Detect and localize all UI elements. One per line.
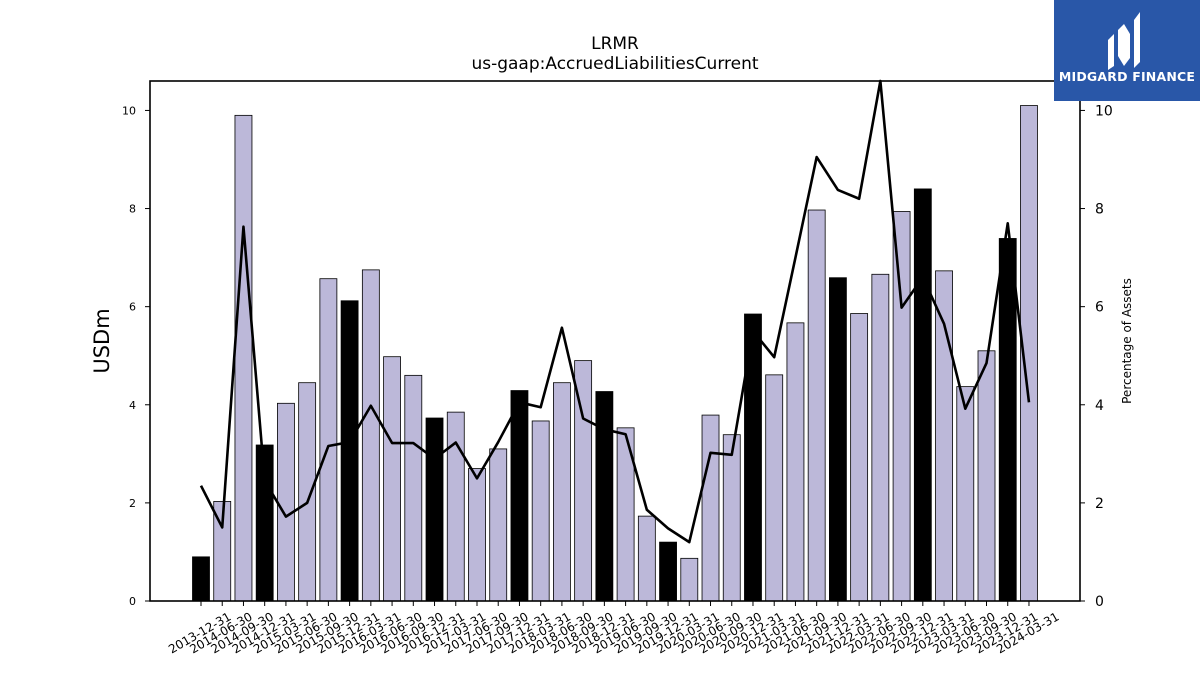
y2-axis-label: Percentage of Assets [1120,278,1134,404]
bar [850,313,869,602]
axes: 024681002468102013-12-312014-06-302014-0… [122,80,1113,656]
bar-series [192,105,1038,602]
bar [277,402,295,602]
bar [722,434,741,602]
bar [595,391,614,602]
y-tick-label: 0 [129,595,136,608]
y-tick-label: 4 [129,399,136,412]
bar [319,278,338,602]
bar [659,541,677,602]
bar [829,277,847,602]
plot-frame [149,80,1081,602]
bar [298,382,317,602]
bar [468,468,486,602]
y2-tick-label: 4 [1095,398,1104,414]
chart-title: LRMR [591,34,639,54]
bar [383,356,401,602]
bar [404,374,423,602]
bar [531,420,550,602]
y-tick-label: 6 [129,301,136,314]
bar [913,188,932,602]
bar [744,313,762,602]
bar [977,350,996,602]
bar [425,417,444,602]
bar [765,374,784,602]
bar [807,209,826,602]
bar [701,414,720,602]
bar [234,114,253,602]
bar [489,448,508,602]
bar [935,270,953,602]
bar [553,382,571,602]
y-tick-label: 8 [129,203,136,216]
bar [361,269,380,602]
bar [192,556,210,602]
brand-name: MIDGARD FINANCE [1058,69,1196,84]
bar [892,211,911,602]
y2-tick-label: 2 [1095,496,1104,512]
y2-tick-label: 10 [1095,103,1113,119]
y2-tick-label: 8 [1095,202,1104,218]
bar [786,322,805,602]
bar [510,390,529,602]
bar [680,557,699,602]
chart-subtitle: us-gaap:AccruedLiabilitiesCurrent [471,54,758,74]
bar [871,273,890,602]
series-line [199,79,1031,544]
line-series [199,79,1031,544]
midgard-logo-icon [1054,0,1200,101]
bar [340,300,359,602]
y-tick-label: 10 [122,104,136,117]
bar [998,238,1017,602]
y-tick-label: 2 [129,497,136,510]
bar [956,386,975,602]
y2-tick-label: 6 [1095,300,1104,316]
y2-tick-label: 0 [1095,594,1104,610]
bar [446,411,465,602]
midgard-finance-logo: MIDGARD FINANCE [1054,0,1200,101]
y-axis-label: USDm [90,308,114,373]
bar [637,515,656,602]
